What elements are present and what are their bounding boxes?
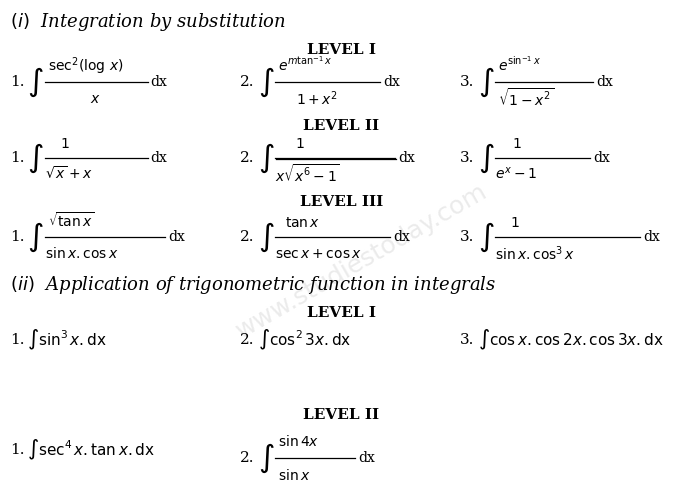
Text: 1.: 1.: [10, 230, 25, 244]
Text: LEVEL I: LEVEL I: [307, 43, 376, 57]
Text: $\int$: $\int$: [258, 220, 275, 254]
Text: dx: dx: [358, 451, 375, 465]
Text: LEVEL II: LEVEL II: [303, 119, 380, 133]
Text: $\int$: $\int$: [478, 141, 494, 175]
Text: www.studiestoday.com: www.studiestoday.com: [232, 180, 492, 344]
Text: $\sec x+\cos x$: $\sec x+\cos x$: [275, 247, 362, 261]
Text: LEVEL III: LEVEL III: [300, 195, 383, 209]
Text: $1$: $1$: [60, 137, 70, 151]
Text: dx: dx: [398, 151, 415, 165]
Text: 2.: 2.: [240, 230, 255, 244]
Text: dx: dx: [150, 151, 167, 165]
Text: $1+x^2$: $1+x^2$: [296, 90, 338, 108]
Text: LEVEL II: LEVEL II: [303, 408, 380, 422]
Text: 2.: 2.: [240, 75, 255, 89]
Text: 3.: 3.: [460, 151, 475, 165]
Text: 1.: 1.: [10, 75, 25, 89]
Text: $\sin x$: $\sin x$: [278, 467, 311, 482]
Text: $(i)$  Integration by substitution: $(i)$ Integration by substitution: [10, 11, 286, 33]
Text: $\sin x.\cos x$: $\sin x.\cos x$: [45, 246, 118, 262]
Text: $\int$: $\int$: [27, 141, 44, 175]
Text: $e^x-1$: $e^x-1$: [495, 166, 537, 182]
Text: $1$: $1$: [510, 216, 520, 230]
Text: 2.: 2.: [240, 333, 255, 347]
Text: $1$: $1$: [295, 137, 305, 151]
Text: $e^{\sin^{-1}x}$: $e^{\sin^{-1}x}$: [498, 56, 541, 74]
Text: $\int$: $\int$: [478, 220, 494, 254]
Text: $(ii)$  Application of trigonometric function in integrals: $(ii)$ Application of trigonometric func…: [10, 274, 497, 296]
Text: $\mathrm{sec}^2(\log\,x)$: $\mathrm{sec}^2(\log\,x)$: [48, 55, 124, 77]
Text: $\int\cos x.\cos 2x.\cos 3x\mathrm{.dx}$: $\int\cos x.\cos 2x.\cos 3x\mathrm{.dx}$: [478, 328, 664, 352]
Text: 1.: 1.: [10, 333, 25, 347]
Text: $\int\cos^2 3x\mathrm{.dx}$: $\int\cos^2 3x\mathrm{.dx}$: [258, 328, 352, 352]
Text: $x\sqrt{x^6-1}$: $x\sqrt{x^6-1}$: [275, 163, 339, 185]
Text: LEVEL I: LEVEL I: [307, 306, 376, 320]
Text: $\int$: $\int$: [258, 441, 275, 475]
Text: $\int$: $\int$: [27, 220, 44, 254]
Text: dx: dx: [383, 75, 400, 89]
Text: 2.: 2.: [240, 151, 255, 165]
Text: $\sqrt{\tan x}$: $\sqrt{\tan x}$: [48, 212, 94, 230]
Text: $e^{m\tan^{-1}x}$: $e^{m\tan^{-1}x}$: [278, 56, 333, 74]
Text: $x$: $x$: [90, 92, 100, 106]
Text: 2.: 2.: [240, 451, 255, 465]
Text: $1$: $1$: [512, 137, 522, 151]
Text: dx: dx: [593, 151, 610, 165]
Text: dx: dx: [643, 230, 660, 244]
Text: $\sqrt{x}+x$: $\sqrt{x}+x$: [45, 165, 93, 183]
Text: $\int$: $\int$: [27, 65, 44, 99]
Text: $\int$: $\int$: [258, 65, 275, 99]
Text: $\int$: $\int$: [478, 65, 494, 99]
Text: $\int\sin^3 x\mathrm{.dx}$: $\int\sin^3 x\mathrm{.dx}$: [27, 328, 107, 352]
Text: 3.: 3.: [460, 75, 475, 89]
Text: $\int$: $\int$: [258, 141, 275, 175]
Text: $\sin 4x$: $\sin 4x$: [278, 435, 319, 450]
Text: 3.: 3.: [460, 230, 475, 244]
Text: dx: dx: [596, 75, 613, 89]
Text: 1.: 1.: [10, 151, 25, 165]
Text: $\tan x$: $\tan x$: [285, 216, 320, 230]
Text: $\sin x.\cos^3 x$: $\sin x.\cos^3 x$: [495, 244, 575, 263]
Text: $\sqrt{1-x^2}$: $\sqrt{1-x^2}$: [498, 89, 554, 110]
Text: 3.: 3.: [460, 333, 475, 347]
Text: dx: dx: [168, 230, 185, 244]
Text: dx: dx: [393, 230, 410, 244]
Text: dx: dx: [150, 75, 167, 89]
Text: $\int\sec^4 x.\tan x\mathrm{.dx}$: $\int\sec^4 x.\tan x\mathrm{.dx}$: [27, 438, 155, 462]
Text: 1.: 1.: [10, 443, 25, 457]
